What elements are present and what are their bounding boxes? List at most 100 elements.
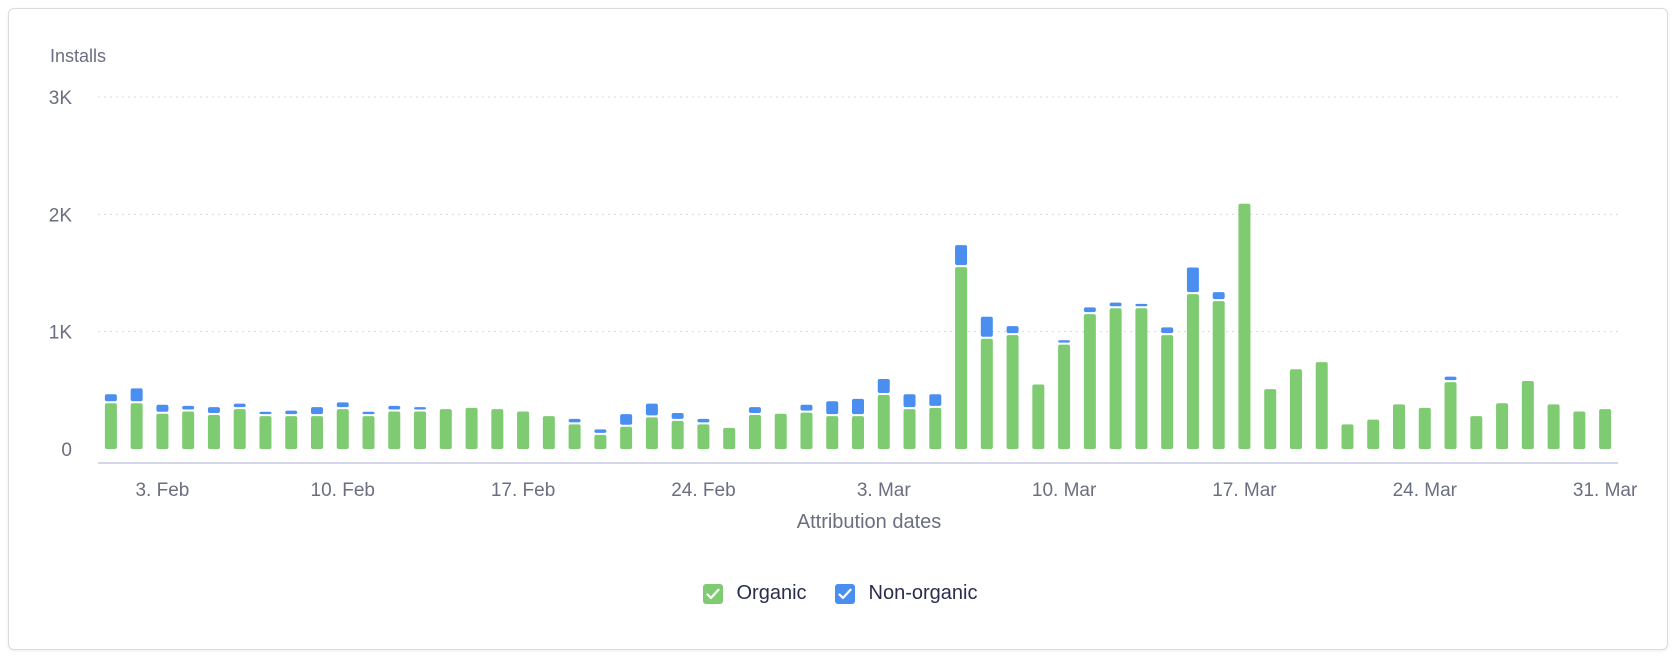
bar-stack[interactable] [955, 245, 968, 449]
bar-non-organic[interactable] [748, 407, 761, 413]
bar-non-organic[interactable] [336, 402, 349, 408]
bar-stack[interactable] [1032, 384, 1045, 449]
bar-stack[interactable] [1186, 267, 1199, 449]
bar-organic[interactable] [517, 411, 530, 449]
bar-organic[interactable] [1341, 424, 1354, 449]
bar-non-organic[interactable] [362, 411, 375, 415]
bar-stack[interactable] [594, 429, 607, 449]
bar-organic[interactable] [285, 416, 298, 449]
bar-organic[interactable] [1032, 384, 1045, 449]
bar-non-organic[interactable] [182, 405, 195, 410]
bar-organic[interactable] [852, 416, 864, 449]
bar-non-organic[interactable] [1186, 267, 1199, 293]
bar-non-organic[interactable] [310, 407, 323, 415]
bar-stack[interactable] [207, 407, 220, 449]
bar-organic[interactable] [929, 407, 942, 449]
bar-organic[interactable] [723, 427, 736, 449]
bar-stack[interactable] [568, 418, 581, 449]
bar-organic[interactable] [903, 409, 916, 449]
bar-stack[interactable] [1212, 292, 1225, 449]
bar-non-organic[interactable] [104, 394, 117, 402]
bar-non-organic[interactable] [800, 404, 813, 411]
bar-stack[interactable] [645, 403, 658, 449]
bar-non-organic[interactable] [955, 245, 968, 266]
bar-non-organic[interactable] [1109, 302, 1122, 307]
bar-organic[interactable] [1161, 335, 1174, 449]
bar-stack[interactable] [903, 394, 916, 449]
bar-organic[interactable] [1083, 314, 1096, 449]
bar-stack[interactable] [1238, 203, 1251, 449]
bar-non-organic[interactable] [697, 418, 710, 423]
bar-organic[interactable] [1470, 416, 1483, 449]
legend-item-non-organic[interactable]: Non-organic [834, 582, 977, 605]
bar-stack[interactable] [748, 407, 761, 449]
bar-stack[interactable] [980, 316, 993, 449]
bar-organic[interactable] [697, 424, 710, 449]
bar-organic[interactable] [1135, 308, 1148, 449]
bar-organic[interactable] [542, 416, 555, 449]
bar-stack[interactable] [1393, 404, 1406, 449]
bar-organic[interactable] [182, 411, 195, 449]
bar-organic[interactable] [104, 403, 117, 449]
bar-stack[interactable] [620, 414, 633, 449]
bar-stack[interactable] [671, 412, 684, 449]
bar-organic[interactable] [1573, 411, 1586, 449]
bar-organic[interactable] [1289, 369, 1302, 449]
bar-stack[interactable] [1521, 380, 1534, 449]
bar-stack[interactable] [1341, 424, 1354, 449]
bar-stack[interactable] [929, 394, 942, 449]
bar-organic[interactable] [1058, 344, 1071, 449]
bar-non-organic[interactable] [156, 404, 169, 412]
bar-stack[interactable] [310, 407, 323, 449]
bar-stack[interactable] [877, 378, 890, 449]
bar-stack[interactable] [285, 410, 298, 449]
bar-stack[interactable] [156, 404, 169, 449]
bar-organic[interactable] [800, 412, 813, 449]
bar-organic[interactable] [156, 413, 169, 449]
bar-organic[interactable] [594, 434, 607, 449]
bar-stack[interactable] [1599, 409, 1612, 449]
bar-non-organic[interactable] [1444, 376, 1457, 381]
bar-stack[interactable] [336, 402, 349, 449]
bar-non-organic[interactable] [1161, 327, 1174, 334]
bar-stack[interactable] [1135, 303, 1148, 449]
bar-organic[interactable] [310, 416, 323, 449]
bar-stack[interactable] [1161, 327, 1174, 449]
bar-stack[interactable] [1547, 404, 1560, 449]
bar-non-organic[interactable] [671, 412, 684, 419]
bar-organic[interactable] [465, 407, 478, 449]
bar-stack[interactable] [1444, 376, 1457, 449]
bar-non-organic[interactable] [414, 407, 427, 410]
bar-non-organic[interactable] [1212, 292, 1225, 300]
bar-stack[interactable] [1367, 419, 1380, 449]
bar-organic[interactable] [336, 409, 349, 449]
bar-stack[interactable] [182, 405, 195, 449]
bar-organic[interactable] [774, 413, 787, 449]
bar-stack[interactable] [1418, 407, 1431, 449]
bar-organic[interactable] [1521, 380, 1534, 449]
non-organic-checkbox-icon[interactable] [834, 583, 855, 604]
bar-non-organic[interactable] [1006, 326, 1019, 334]
bar-stack[interactable] [542, 416, 555, 449]
bar-organic[interactable] [620, 426, 633, 449]
bar-stack[interactable] [491, 409, 504, 449]
bar-organic[interactable] [826, 416, 839, 449]
bar-organic[interactable] [1496, 403, 1509, 449]
bar-organic[interactable] [568, 424, 581, 449]
bar-non-organic[interactable] [130, 388, 143, 402]
bar-non-organic[interactable] [1083, 307, 1096, 313]
bar-stack[interactable] [1315, 362, 1328, 449]
bar-stack[interactable] [414, 407, 427, 449]
bar-organic[interactable] [1547, 404, 1560, 449]
bar-non-organic[interactable] [207, 407, 220, 413]
bar-organic[interactable] [207, 414, 220, 449]
bar-organic[interactable] [671, 420, 684, 449]
bar-non-organic[interactable] [929, 394, 942, 406]
bar-organic[interactable] [1238, 203, 1251, 449]
bar-non-organic[interactable] [285, 410, 298, 415]
bar-stack[interactable] [800, 404, 813, 449]
organic-checkbox-icon[interactable] [702, 583, 723, 604]
bar-non-organic[interactable] [645, 403, 658, 416]
bar-stack[interactable] [697, 418, 710, 449]
bar-stack[interactable] [1496, 403, 1509, 449]
